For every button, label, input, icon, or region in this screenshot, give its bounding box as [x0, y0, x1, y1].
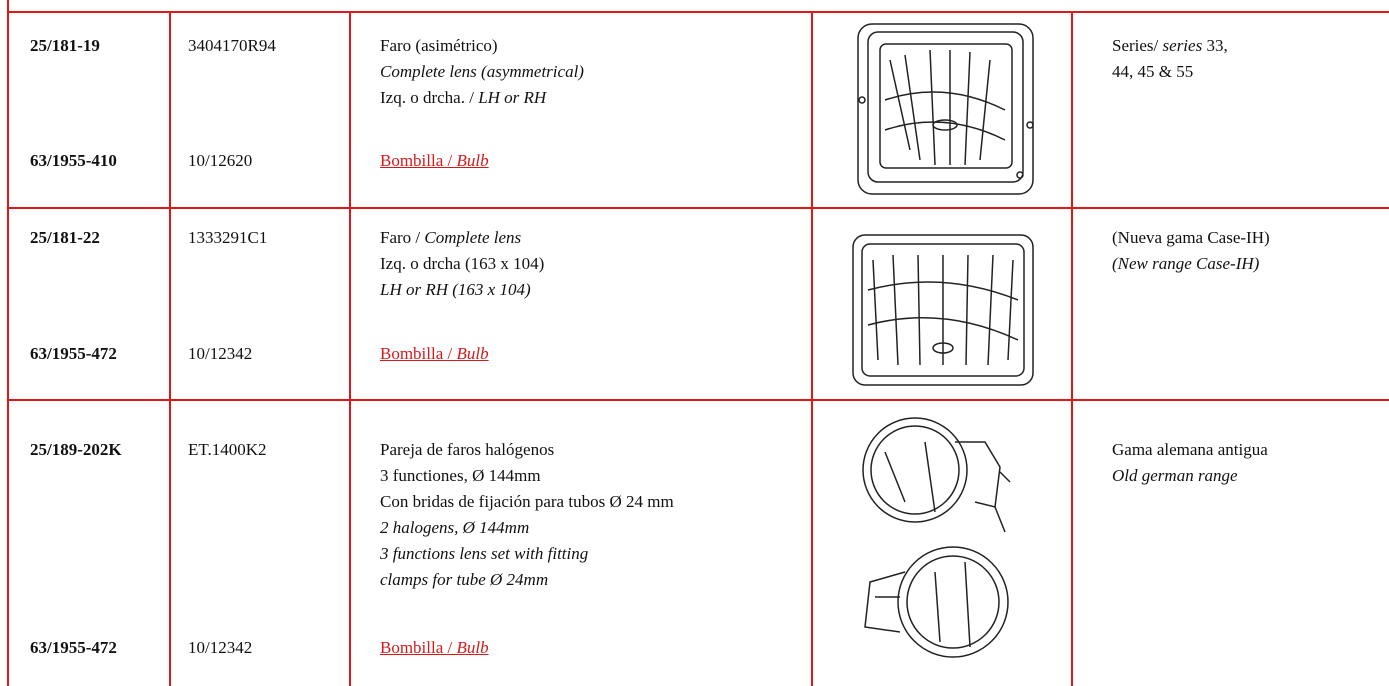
italic-text: Complete lens (asymmetrical)	[380, 62, 584, 81]
application-line: Old german range	[1112, 466, 1238, 486]
text: Bombilla /	[380, 151, 457, 170]
text: Faro /	[380, 228, 425, 247]
description-line: Faro (asimétrico)	[380, 36, 498, 56]
italic-text: clamps for tube Ø 24mm	[380, 570, 549, 589]
text: Bombilla /	[380, 638, 457, 657]
headlamp-pair-illustration	[862, 417, 1011, 658]
description-line: Izq. o drcha (163 x 104)	[380, 254, 544, 274]
italic-text: Bulb	[456, 151, 489, 170]
text: Izq. o drcha (163 x 104)	[380, 254, 545, 273]
italic-text: Old german range	[1112, 466, 1238, 485]
bulb-ref: 63/1955-472	[30, 344, 117, 363]
bulb-ref: 63/1955-472	[30, 638, 117, 657]
bulb-link[interactable]: Bombilla / Bulb	[380, 638, 489, 658]
bulb-oem-number: 10/12620	[188, 151, 253, 170]
description-line: clamps for tube Ø 24mm	[380, 570, 548, 590]
text: Izq. o drcha. /	[380, 88, 479, 107]
rule	[349, 11, 351, 686]
description-line: Pareja de faros halógenos	[380, 440, 554, 460]
description-line: LH or RH (163 x 104)	[380, 280, 531, 300]
rule	[7, 11, 1389, 13]
italic-text: Bulb	[456, 344, 489, 363]
bulb-ref: 63/1955-410	[30, 151, 117, 170]
description-line: Izq. o drcha. / LH or RH	[380, 88, 546, 108]
text: 3 functiones, Ø 144mm	[380, 466, 541, 485]
italic-text: 3 functions lens set with fitting	[380, 544, 589, 563]
italic-text: LH or RH	[478, 88, 547, 107]
description-line: Con bridas de fijación para tubos Ø 24 m…	[380, 492, 674, 512]
rule	[7, 399, 1389, 401]
bulb-oem-number: 10/12342	[188, 638, 253, 657]
description-line: 3 functions lens set with fitting	[380, 544, 588, 564]
text: Gama alemana antigua	[1112, 440, 1268, 459]
text: Series/	[1112, 36, 1163, 55]
application-line: (Nueva gama Case-IH)	[1112, 228, 1270, 248]
rule	[1071, 11, 1073, 686]
application-line: 44, 45 & 55	[1112, 62, 1193, 82]
part-ref: 25/189-202K	[30, 440, 122, 459]
text: Bombilla /	[380, 344, 457, 363]
text: (Nueva gama Case-IH)	[1112, 228, 1270, 247]
rule	[169, 11, 171, 686]
text: 33,	[1202, 36, 1228, 55]
oem-number: 1333291C1	[188, 228, 268, 247]
italic-text: Bulb	[456, 638, 489, 657]
part-ref: 25/181-22	[30, 228, 100, 247]
part-ref: 25/181-19	[30, 36, 100, 55]
text: Con bridas de fijación para tubos Ø 24 m…	[380, 492, 674, 511]
italic-text: LH or RH (163 x 104)	[380, 280, 531, 299]
description-line: 3 functiones, Ø 144mm	[380, 466, 541, 486]
rule	[7, 207, 1389, 209]
application-line: Gama alemana antigua	[1112, 440, 1268, 460]
bulb-link[interactable]: Bombilla / Bulb	[380, 344, 489, 364]
headlamp-illustration	[857, 23, 1034, 195]
description-line: Faro / Complete lens	[380, 228, 521, 248]
bulb-oem-number: 10/12342	[188, 344, 253, 363]
description-line: Complete lens (asymmetrical)	[380, 62, 584, 82]
headlamp-illustration	[852, 234, 1034, 386]
italic-text: series	[1162, 36, 1203, 55]
description-line: 2 halogens, Ø 144mm	[380, 518, 529, 538]
oem-number: ET.1400K2	[188, 440, 267, 459]
italic-text: (New range Case-IH)	[1112, 254, 1260, 273]
application-line: Series/ series 33,	[1112, 36, 1228, 56]
text: 44, 45 & 55	[1112, 62, 1194, 81]
rule	[7, 0, 9, 686]
text: Pareja de faros halógenos	[380, 440, 555, 459]
bulb-link[interactable]: Bombilla / Bulb	[380, 151, 489, 171]
italic-text: 2 halogens, Ø 144mm	[380, 518, 530, 537]
text: Faro (asimétrico)	[380, 36, 498, 55]
italic-text: Complete lens	[424, 228, 522, 247]
rule	[811, 11, 813, 686]
application-line: (New range Case-IH)	[1112, 254, 1259, 274]
oem-number: 3404170R94	[188, 36, 276, 55]
